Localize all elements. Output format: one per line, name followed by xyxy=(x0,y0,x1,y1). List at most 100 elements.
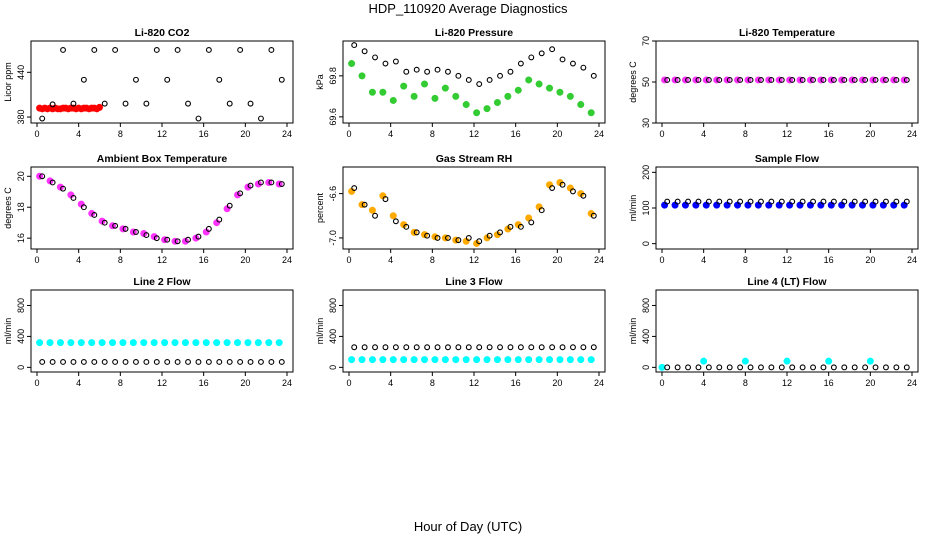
data-point xyxy=(497,72,503,79)
x-tick-label: 12 xyxy=(782,255,792,265)
y-tick-label: 380 xyxy=(16,110,26,125)
data-point xyxy=(101,219,108,226)
data-point xyxy=(590,212,597,219)
x-tick-label: 20 xyxy=(865,378,875,388)
data-point xyxy=(504,356,512,364)
panel-3: Li-820 Temperature 0 4 8 12 16 20 24 30 50 70 degre… xyxy=(628,27,919,139)
data-point xyxy=(525,214,533,222)
x-tick-label: 20 xyxy=(240,255,250,265)
data-point xyxy=(775,201,783,209)
data-point xyxy=(535,356,543,364)
panel-title: Ambient Box Temperature xyxy=(97,153,228,165)
data-point xyxy=(869,201,877,209)
data-point xyxy=(674,76,681,83)
x-tick-label: 20 xyxy=(240,129,250,139)
data-point xyxy=(389,212,397,220)
data-point xyxy=(49,358,56,365)
data-point xyxy=(424,344,431,351)
data-point xyxy=(758,364,764,371)
data-point xyxy=(455,237,462,244)
data-point xyxy=(528,219,535,226)
data-point xyxy=(421,80,429,88)
data-point xyxy=(577,356,585,364)
y-tick-label: 440 xyxy=(16,65,26,80)
data-point xyxy=(392,218,399,225)
figure-title: HDP_110920 Average Diagnostics xyxy=(369,1,568,16)
data-point xyxy=(361,201,368,208)
data-point xyxy=(507,344,514,351)
data-point xyxy=(734,201,742,209)
data-point xyxy=(143,358,150,365)
data-point xyxy=(348,60,356,68)
data-point xyxy=(525,76,533,84)
x-tick-label: 4 xyxy=(388,129,393,139)
data-point xyxy=(783,357,791,365)
x-tick-label: 20 xyxy=(865,129,875,139)
data-point xyxy=(538,344,545,351)
data-point xyxy=(726,76,733,83)
data-point xyxy=(278,76,285,83)
data-point xyxy=(658,363,666,371)
data-point xyxy=(768,198,775,205)
data-point xyxy=(213,339,221,347)
data-point xyxy=(258,115,264,122)
series-sample-flow-samples xyxy=(664,198,910,205)
data-point xyxy=(580,344,587,351)
data-point xyxy=(879,201,887,209)
data-point xyxy=(789,198,796,205)
data-point xyxy=(351,344,358,351)
data-point xyxy=(799,76,806,83)
x-tick-label: 4 xyxy=(76,129,81,139)
data-point xyxy=(413,66,420,73)
data-point xyxy=(559,181,566,188)
x-tick-label: 0 xyxy=(346,129,351,139)
data-point xyxy=(361,344,368,351)
x-tick-label: 24 xyxy=(907,255,917,265)
x-tick-label: 16 xyxy=(511,129,521,139)
data-point xyxy=(883,364,889,371)
data-point xyxy=(789,76,796,83)
y-axis-label: kPa xyxy=(315,74,325,90)
data-point xyxy=(671,201,679,209)
data-point xyxy=(747,76,754,83)
data-point xyxy=(143,100,150,107)
data-point xyxy=(590,72,597,79)
data-point xyxy=(789,364,796,371)
x-tick-label: 24 xyxy=(282,255,292,265)
data-point xyxy=(195,233,202,240)
x-tick-label: 0 xyxy=(659,378,664,388)
data-point xyxy=(546,84,554,92)
data-point xyxy=(465,234,472,241)
data-point xyxy=(351,185,358,192)
data-point xyxy=(685,76,691,83)
x-tick-label: 12 xyxy=(469,255,479,265)
y-tick-label: 800 xyxy=(641,298,651,313)
data-point xyxy=(445,68,451,75)
data-point xyxy=(202,339,210,347)
data-point xyxy=(445,344,451,351)
data-point xyxy=(268,46,275,53)
data-point xyxy=(747,364,754,371)
data-point xyxy=(462,356,470,364)
data-point xyxy=(140,339,148,347)
data-point xyxy=(465,76,472,83)
series-box-temperature-average xyxy=(36,172,283,245)
data-point xyxy=(348,356,356,364)
data-point xyxy=(254,180,262,188)
data-point xyxy=(546,356,554,364)
data-point xyxy=(56,183,64,191)
data-point xyxy=(237,46,244,53)
data-point xyxy=(358,72,366,80)
data-point xyxy=(39,358,46,365)
data-point xyxy=(368,206,376,214)
data-point xyxy=(77,339,85,347)
y-tick-label: 800 xyxy=(328,298,338,313)
data-point xyxy=(473,109,481,117)
data-point xyxy=(452,356,460,364)
data-point xyxy=(185,236,191,243)
y-tick-label: 100 xyxy=(641,200,651,215)
x-tick-label: 20 xyxy=(865,255,875,265)
data-point xyxy=(476,238,483,245)
